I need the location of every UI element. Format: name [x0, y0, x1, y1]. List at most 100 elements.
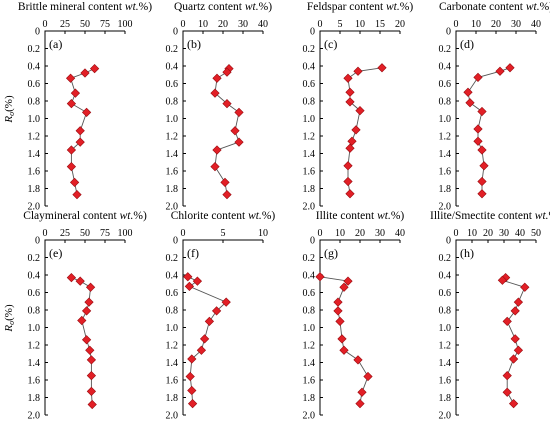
data-point: [69, 177, 80, 187]
y-axis-label: Ro(%): [3, 304, 16, 333]
data-point: [473, 72, 483, 82]
data-point: [463, 87, 473, 97]
data-point: [86, 355, 97, 365]
data-point: [351, 125, 361, 135]
y-tick-label: 0.2: [166, 44, 179, 55]
data-point: [479, 161, 489, 171]
panel-title: Chlorite content wt.%): [171, 210, 276, 222]
data-point: [187, 399, 198, 409]
data-point: [75, 137, 85, 147]
panel-title: Quartz content wt.%): [174, 1, 272, 13]
panel-c: 0 0.2 0.4 0.6 0.8 1.0 1.2 1.4 1.6 1.8 2.0 0 5 10 15 20 F…: [303, 1, 414, 213]
y-tick-label: 1.8: [303, 393, 316, 404]
x-tick-label: 0: [318, 19, 323, 30]
x-tick-label: 25: [60, 19, 70, 30]
y-tick-label: 0: [35, 27, 40, 38]
data-point: [220, 177, 230, 187]
x-tick-label: 75: [100, 19, 110, 30]
data-point: [345, 97, 355, 107]
x-tick-label: 20: [491, 19, 501, 30]
x-tick-label: 100: [118, 228, 133, 239]
y-tick-label: 0: [173, 236, 178, 247]
y-tick-label: 1.4: [28, 149, 41, 160]
data-point: [75, 276, 85, 286]
y-tick-label: 0.2: [28, 44, 41, 55]
data-point: [520, 282, 530, 292]
y-tick-label: 1.0: [28, 323, 41, 334]
x-tick-label: 10: [335, 228, 345, 239]
y-tick-label: 0: [446, 236, 451, 247]
y-tick-label: 1.6: [166, 376, 179, 387]
y-tick-label: 1.8: [439, 184, 452, 195]
y-tick-label: 1.0: [166, 114, 179, 125]
data-point: [75, 126, 85, 136]
data-point: [65, 73, 76, 83]
data-point: [357, 387, 367, 397]
axes-frame: [455, 30, 536, 206]
data-point: [87, 399, 97, 410]
x-tick-label: 75: [100, 228, 110, 239]
y-tick-label: 0.8: [303, 97, 316, 108]
x-tick-label: 40: [531, 19, 541, 30]
data-point: [81, 335, 92, 345]
data-point: [66, 99, 77, 109]
data-point: [212, 73, 222, 83]
y-tick-label: 1.2: [439, 132, 452, 143]
data-point: [234, 107, 244, 117]
series-line: [467, 67, 511, 194]
data-point: [196, 345, 207, 355]
y-tick-label: 0.2: [303, 44, 316, 55]
data-point: [234, 137, 244, 147]
y-tick-label: 0.4: [303, 271, 316, 282]
data-point: [465, 98, 475, 108]
data-point: [343, 276, 353, 286]
x-tick-label: 30: [499, 228, 509, 239]
x-tick-label: 15: [375, 19, 385, 30]
x-tick-label: 30: [511, 19, 521, 30]
y-tick-label: 0.6: [166, 288, 179, 299]
y-tick-label: 0.8: [28, 306, 41, 317]
y-tick-label: 2.0: [303, 411, 316, 422]
y-tick-label: 1.8: [166, 393, 179, 404]
x-tick-label: 5: [338, 19, 343, 30]
y-tick-label: 0.2: [303, 253, 316, 264]
data-point: [343, 161, 353, 171]
y-tick-label: 1.4: [166, 358, 179, 369]
y-tick-label: 1.8: [28, 184, 41, 195]
x-tick-label: 20: [355, 228, 365, 239]
data-point: [477, 106, 487, 117]
y-tick-label: 0: [173, 27, 178, 38]
data-point: [199, 334, 210, 344]
y-tick-label: 1.0: [303, 114, 316, 125]
data-point: [347, 136, 357, 146]
y-tick-label: 1.6: [303, 376, 316, 387]
y-tick-label: 1.6: [439, 376, 452, 387]
y-tick-label: 0.4: [166, 271, 179, 282]
y-tick-label: 1.4: [166, 149, 179, 160]
axes-frame: [319, 30, 400, 206]
panel-b: 0 0.2 0.4 0.6 0.8 1.0 1.2 1.4 1.6 1.8 2.0 0 10 20 30 40…: [166, 1, 273, 213]
data-point: [80, 68, 90, 78]
y-tick-label: 1.0: [439, 114, 452, 125]
data-point: [204, 316, 215, 326]
data-point: [66, 162, 77, 172]
panel-d: 0 0.2 0.4 0.6 0.8 1.0 1.2 1.4 1.6 1.8 2.0 0 10 20 30 40…: [439, 1, 550, 213]
y-tick-label: 0.4: [166, 62, 179, 73]
data-point: [502, 371, 512, 381]
x-tick-label: 0: [454, 228, 459, 239]
y-tick-label: 1.6: [28, 376, 41, 387]
y-tick-label: 1.8: [28, 393, 41, 404]
data-point: [473, 124, 483, 134]
y-tick-label: 2.0: [28, 202, 41, 213]
data-point: [72, 190, 82, 200]
y-tick-label: 0.8: [303, 306, 316, 317]
data-point: [333, 297, 343, 307]
y-tick-label: 0.6: [439, 79, 452, 90]
axes-frame: [44, 30, 125, 206]
data-point: [339, 282, 349, 292]
data-point: [66, 273, 77, 283]
y-tick-label: 0.4: [439, 62, 452, 73]
axes-frame: [44, 239, 125, 415]
data-point: [343, 73, 353, 83]
